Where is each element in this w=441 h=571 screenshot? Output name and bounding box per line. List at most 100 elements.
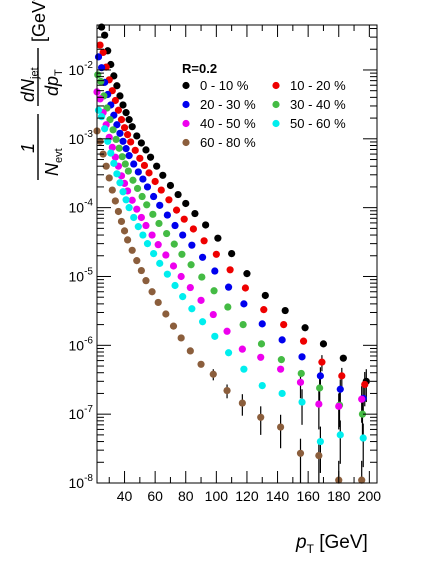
data-point bbox=[97, 64, 106, 72]
x-tick-label: 80 bbox=[178, 488, 194, 504]
data-point bbox=[154, 298, 162, 307]
data-point bbox=[179, 293, 187, 301]
data-point bbox=[239, 320, 247, 329]
data-point bbox=[131, 146, 139, 154]
data-point bbox=[298, 353, 306, 361]
data-point bbox=[301, 324, 309, 332]
data-point bbox=[156, 201, 164, 209]
y-axis-title-unit: [GeV-1] bbox=[28, 0, 49, 42]
data-point bbox=[318, 358, 326, 366]
data-point bbox=[224, 349, 233, 357]
data-point bbox=[121, 160, 129, 168]
data-point bbox=[113, 121, 121, 129]
data-point bbox=[149, 210, 157, 218]
data-point bbox=[125, 116, 133, 124]
data-point bbox=[140, 161, 149, 170]
data-point bbox=[163, 211, 171, 219]
data-point bbox=[99, 48, 107, 56]
data-point bbox=[243, 270, 251, 278]
x-axis: 40 60 80 100 120 140 160 180 200 bbox=[108, 25, 381, 504]
data-point bbox=[137, 213, 145, 222]
data-point bbox=[108, 186, 116, 194]
y-tick-label: 10-2 bbox=[69, 60, 94, 78]
data-point bbox=[358, 395, 366, 403]
data-point bbox=[163, 229, 171, 238]
data-point bbox=[128, 123, 136, 131]
data-point bbox=[119, 137, 127, 145]
data-point bbox=[182, 199, 190, 208]
x-axis-title-unit: [GeV] bbox=[314, 532, 368, 553]
data-point bbox=[228, 249, 236, 258]
data-point bbox=[197, 360, 205, 368]
data-point bbox=[224, 283, 233, 291]
data-point bbox=[109, 126, 117, 134]
data-point bbox=[94, 53, 103, 61]
data-point bbox=[335, 402, 343, 410]
data-point bbox=[145, 169, 153, 177]
data-point bbox=[170, 240, 178, 248]
data-point bbox=[96, 95, 104, 103]
data-point bbox=[358, 476, 366, 484]
error-bars bbox=[212, 355, 367, 483]
data-point bbox=[148, 231, 156, 239]
data-point bbox=[188, 241, 196, 249]
data-point bbox=[122, 109, 130, 117]
data-point bbox=[224, 303, 232, 311]
y-axis-title-numerator: 1 bbox=[18, 143, 38, 153]
data-point bbox=[142, 277, 150, 285]
data-point bbox=[198, 273, 206, 281]
data-point bbox=[94, 106, 103, 114]
data-point bbox=[125, 152, 133, 160]
data-point bbox=[111, 197, 119, 205]
data-point bbox=[116, 179, 124, 187]
data-point bbox=[296, 449, 305, 457]
data-point bbox=[114, 207, 123, 216]
data-point bbox=[177, 272, 185, 281]
data-point bbox=[361, 380, 369, 389]
data-point bbox=[277, 356, 285, 364]
y-tick-label: 10-6 bbox=[69, 335, 94, 353]
data-point bbox=[111, 96, 119, 105]
plot-frame bbox=[96, 24, 378, 484]
data-point bbox=[102, 162, 110, 170]
data-point bbox=[200, 237, 208, 245]
data-point bbox=[257, 340, 266, 348]
data-point bbox=[150, 192, 158, 201]
data-point bbox=[128, 196, 136, 204]
data-point bbox=[278, 336, 286, 344]
data-point bbox=[153, 162, 161, 170]
data-points bbox=[93, 23, 370, 484]
data-point bbox=[209, 370, 217, 378]
data-point bbox=[97, 113, 106, 121]
legend-marker bbox=[182, 100, 190, 109]
data-point bbox=[177, 334, 185, 342]
x-axis-title: pT [GeV] bbox=[295, 532, 368, 556]
data-point bbox=[114, 106, 123, 114]
legend-title: R=0.2 bbox=[182, 61, 217, 76]
data-point bbox=[316, 437, 324, 446]
data-point bbox=[260, 306, 268, 314]
data-point bbox=[316, 384, 324, 392]
data-point bbox=[154, 241, 162, 249]
data-point bbox=[211, 267, 219, 275]
data-point bbox=[143, 240, 152, 248]
legend: R=0.2 0 - 10 % 10 - 20 % 20 - 30 % 30 - 40 … bbox=[182, 61, 346, 150]
data-point bbox=[159, 171, 167, 179]
legend-marker bbox=[182, 119, 190, 128]
data-point bbox=[150, 249, 158, 258]
data-point bbox=[241, 284, 250, 292]
x-tick-label: 160 bbox=[296, 488, 320, 504]
data-point bbox=[116, 92, 124, 100]
data-point bbox=[174, 190, 182, 199]
data-point bbox=[202, 221, 210, 229]
data-point bbox=[120, 227, 129, 235]
data-point bbox=[139, 231, 147, 239]
data-point bbox=[137, 139, 145, 147]
data-point bbox=[96, 41, 104, 49]
data-point bbox=[198, 318, 207, 326]
data-point bbox=[223, 386, 231, 395]
y-tick-label: 10-4 bbox=[69, 198, 94, 216]
data-point bbox=[120, 124, 129, 132]
data-point bbox=[101, 31, 109, 39]
